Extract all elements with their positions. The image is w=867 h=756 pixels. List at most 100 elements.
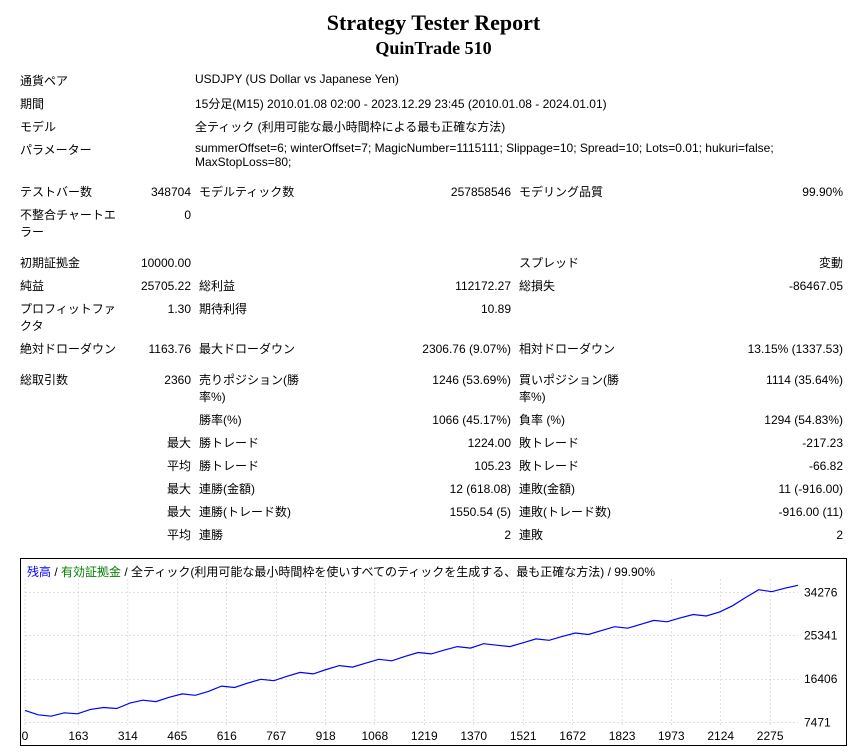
- absdd-value: 1163.76: [125, 342, 195, 356]
- maxconswintrades-value: 1550.54 (5): [315, 505, 515, 519]
- stats-row-9: 最大 勝トレード 1224.00 敗トレード -217.23: [20, 431, 847, 454]
- pair-value: USDJPY (US Dollar vs Japanese Yen): [195, 72, 847, 89]
- param-label: パラメーター: [20, 141, 195, 169]
- avgloss-label: 敗トレード: [515, 457, 635, 474]
- charterror-label: 不整合チャートエラー: [20, 206, 125, 240]
- totaltrades-value: 2360: [125, 373, 195, 387]
- svg-text:616: 616: [217, 729, 237, 743]
- avgwin-label: 勝トレード: [195, 457, 315, 474]
- grossloss-value: -86467.05: [635, 279, 847, 293]
- pair-label: 通貨ペア: [20, 72, 195, 89]
- svg-text:1672: 1672: [559, 729, 586, 743]
- r13-pre: 平均: [125, 526, 195, 543]
- shortpos-label: 売りポジション(勝率%): [195, 371, 315, 405]
- maxconsloss-label: 連敗(金額): [515, 480, 635, 497]
- model-label: モデル: [20, 118, 195, 135]
- svg-text:314: 314: [118, 729, 138, 743]
- grossloss-label: 総損失: [515, 277, 635, 294]
- maxloss-value: -217.23: [635, 436, 847, 450]
- stats-row-1: テストバー数 348704 モデルティック数 257858546 モデリング品質…: [20, 180, 847, 203]
- avgconsloss-label: 連敗: [515, 526, 635, 543]
- modelquality-label: モデリング品質: [515, 183, 635, 200]
- svg-text:465: 465: [167, 729, 187, 743]
- maxdd-value: 2306.76 (9.07%): [315, 342, 515, 356]
- svg-text:1219: 1219: [411, 729, 438, 743]
- chart-svg: 3427625341164067471 01633144656167679181…: [21, 559, 846, 745]
- longpos-value: 1114 (35.64%): [635, 373, 847, 387]
- svg-text:0: 0: [22, 729, 29, 743]
- r11-pre: 最大: [125, 480, 195, 497]
- equity-chart: 残高 / 有効証拠金 / 全ティック(利用可能な最小時間枠を使いすべてのティック…: [20, 558, 847, 746]
- maxconswin-label: 連勝(金額): [195, 480, 315, 497]
- svg-text:1823: 1823: [609, 729, 636, 743]
- chart-legend: 残高 / 有効証拠金 / 全ティック(利用可能な最小時間枠を使いすべてのティック…: [27, 563, 655, 580]
- expectedpayoff-value: 10.89: [315, 302, 515, 316]
- avgconswin-label: 連勝: [195, 526, 315, 543]
- profitfactor-label: プロフィットファクタ: [20, 300, 125, 334]
- modelticks-label: モデルティック数: [195, 183, 315, 200]
- longpos-label: 買いポジション(勝率%): [515, 371, 635, 405]
- maxwin-value: 1224.00: [315, 436, 515, 450]
- model-value: 全ティック (利用可能な最小時間枠による最も正確な方法): [195, 118, 847, 135]
- stats-row-7: 総取引数 2360 売りポジション(勝率%) 1246 (53.69%) 買いポ…: [20, 368, 847, 408]
- maxconsloss-value: 11 (-916.00): [635, 482, 847, 496]
- stats-row-3: 初期証拠金 10000.00 スプレッド 変動: [20, 251, 847, 274]
- grossprofit-value: 112172.27: [315, 279, 515, 293]
- maxconswin-value: 12 (618.08): [315, 482, 515, 496]
- testbars-value: 348704: [125, 185, 195, 199]
- stats-row-11: 最大 連勝(金額) 12 (618.08) 連敗(金額) 11 (-916.00…: [20, 477, 847, 500]
- stats-row-4: 純益 25705.22 総利益 112172.27 総損失 -86467.05: [20, 274, 847, 297]
- stats-row-2: 不整合チャートエラー 0: [20, 203, 847, 243]
- profitfactor-value: 1.30: [125, 302, 195, 316]
- shortpos-value: 1246 (53.69%): [315, 373, 515, 387]
- svg-text:2275: 2275: [757, 729, 784, 743]
- info-row-pair: 通貨ペア USDJPY (US Dollar vs Japanese Yen): [20, 69, 847, 92]
- svg-text:163: 163: [68, 729, 88, 743]
- period-label: 期間: [20, 95, 195, 112]
- report-subtitle: QuinTrade 510: [20, 38, 847, 59]
- maxwin-label: 勝トレード: [195, 434, 315, 451]
- maxconswintrades-label: 連勝(トレード数): [195, 503, 315, 520]
- spread-label: スプレッド: [515, 254, 635, 271]
- legend-equity: 有効証拠金: [61, 565, 121, 579]
- maxloss-label: 敗トレード: [515, 434, 635, 451]
- reldd-label: 相対ドローダウン: [515, 340, 635, 357]
- svg-text:1973: 1973: [658, 729, 685, 743]
- winrate-label: 勝率(%): [195, 411, 315, 428]
- report-title: Strategy Tester Report: [20, 10, 847, 36]
- stats-row-10: 平均 勝トレード 105.23 敗トレード -66.82: [20, 454, 847, 477]
- avgloss-value: -66.82: [635, 459, 847, 473]
- svg-text:1370: 1370: [460, 729, 487, 743]
- charterror-value: 0: [125, 208, 195, 222]
- lossrate-label: 負率 (%): [515, 411, 635, 428]
- r12-pre: 最大: [125, 503, 195, 520]
- info-row-period: 期間 15分足(M15) 2010.01.08 02:00 - 2023.12.…: [20, 92, 847, 115]
- modelticks-value: 257858546: [315, 185, 515, 199]
- svg-text:25341: 25341: [804, 629, 838, 643]
- modelquality-value: 99.90%: [635, 185, 847, 199]
- svg-text:2124: 2124: [707, 729, 734, 743]
- stats-row-13: 平均 連勝 2 連敗 2: [20, 523, 847, 546]
- info-row-model: モデル 全ティック (利用可能な最小時間枠による最も正確な方法): [20, 115, 847, 138]
- avgwin-value: 105.23: [315, 459, 515, 473]
- winrate-value: 1066 (45.17%): [315, 413, 515, 427]
- legend-rest: / 全ティック(利用可能な最小時間枠を使いすべてのティックを生成する、最も正確な…: [124, 565, 655, 579]
- lossrate-value: 1294 (54.83%): [635, 413, 847, 427]
- svg-text:1068: 1068: [361, 729, 388, 743]
- period-value: 15分足(M15) 2010.01.08 02:00 - 2023.12.29 …: [195, 95, 847, 112]
- totaltrades-label: 総取引数: [20, 371, 125, 388]
- spread-value: 変動: [635, 254, 847, 271]
- avgconsloss-value: 2: [635, 528, 847, 542]
- svg-text:767: 767: [266, 729, 286, 743]
- legend-balance: 残高: [27, 565, 51, 579]
- r10-pre: 平均: [125, 457, 195, 474]
- param-value: summerOffset=6; winterOffset=7; MagicNum…: [195, 141, 847, 169]
- stats-row-6: 絶対ドローダウン 1163.76 最大ドローダウン 2306.76 (9.07%…: [20, 337, 847, 360]
- svg-text:7471: 7471: [804, 716, 831, 730]
- r9-pre: 最大: [125, 434, 195, 451]
- absdd-label: 絶対ドローダウン: [20, 340, 125, 357]
- netprofit-label: 純益: [20, 277, 125, 294]
- maxconslosstrades-label: 連敗(トレード数): [515, 503, 635, 520]
- deposit-label: 初期証拠金: [20, 254, 125, 271]
- expectedpayoff-label: 期待利得: [195, 300, 315, 317]
